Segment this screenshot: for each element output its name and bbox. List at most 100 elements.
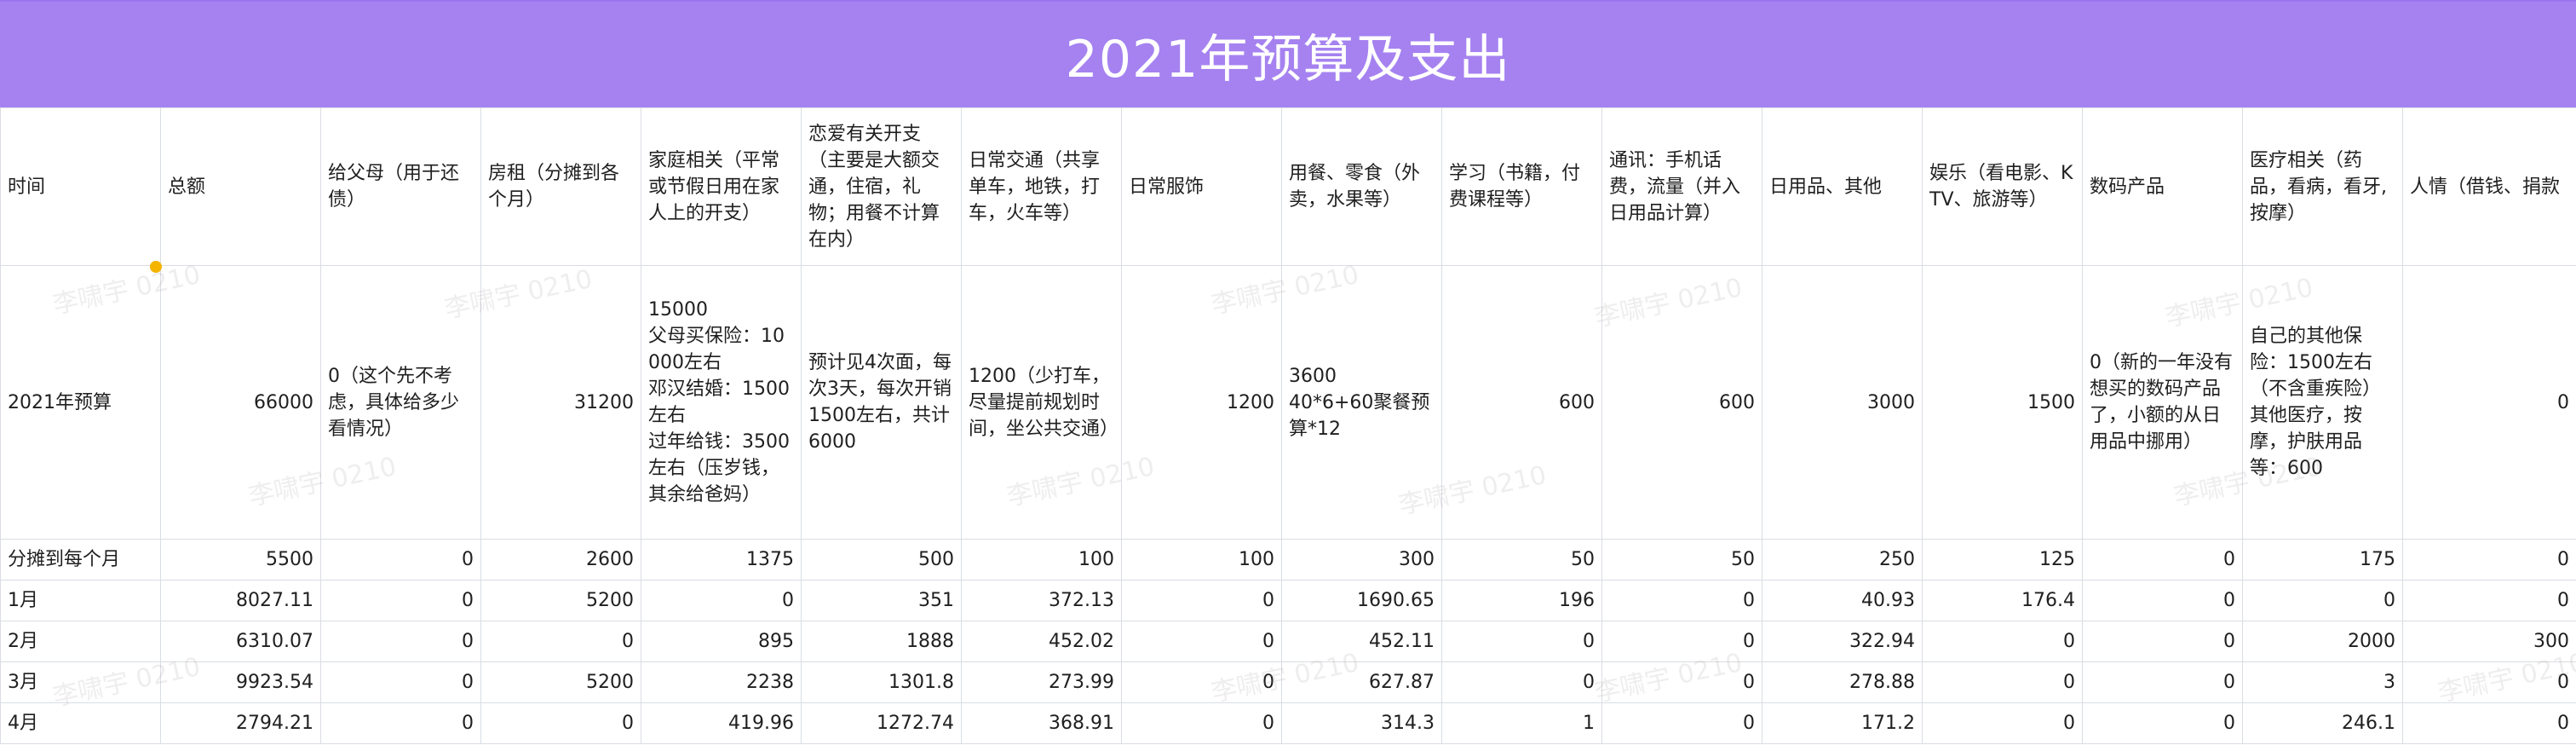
table-cell[interactable]: 1 xyxy=(1441,702,1602,744)
header-cell[interactable]: 学习（书籍，付费课程等） xyxy=(1441,107,1602,266)
table-cell[interactable]: 0 xyxy=(1922,702,2083,744)
table-cell[interactable]: 0 xyxy=(2082,539,2243,580)
cell-food[interactable]: 3600 40*6+60聚餐预算*12 xyxy=(1281,265,1442,540)
table-cell[interactable]: 0 xyxy=(2082,621,2243,662)
table-cell[interactable]: 273.99 xyxy=(961,661,1122,703)
table-cell[interactable]: 171.2 xyxy=(1762,702,1923,744)
row-label[interactable]: 3月 xyxy=(0,661,161,703)
table-cell[interactable]: 0 xyxy=(1121,702,1282,744)
table-cell[interactable]: 0 xyxy=(2402,661,2576,703)
table-cell[interactable]: 0 xyxy=(1121,621,1282,662)
table-cell[interactable]: 0 xyxy=(1922,661,2083,703)
cell-rent[interactable]: 31200 xyxy=(480,265,641,540)
table-cell[interactable]: 5200 xyxy=(480,580,641,621)
table-cell[interactable]: 246.1 xyxy=(2242,702,2403,744)
table-cell[interactable]: 8027.11 xyxy=(160,580,321,621)
cell-parents[interactable]: 0（这个先不考虑，具体给多少看情况） xyxy=(320,265,481,540)
row-label[interactable]: 分摊到每个月 xyxy=(0,539,161,580)
table-cell[interactable]: 0 xyxy=(320,539,481,580)
table-cell[interactable]: 0 xyxy=(320,621,481,662)
header-cell[interactable]: 给父母（用于还债） xyxy=(320,107,481,266)
table-cell[interactable]: 0 xyxy=(2242,580,2403,621)
table-cell[interactable]: 0 xyxy=(480,702,641,744)
table-cell[interactable]: 0 xyxy=(2402,580,2576,621)
table-cell[interactable]: 5200 xyxy=(480,661,641,703)
table-cell[interactable]: 196 xyxy=(1441,580,1602,621)
table-cell[interactable]: 1272.74 xyxy=(801,702,962,744)
table-cell[interactable]: 250 xyxy=(1762,539,1923,580)
table-cell[interactable]: 627.87 xyxy=(1281,661,1442,703)
table-cell[interactable]: 0 xyxy=(2082,702,2243,744)
table-cell[interactable]: 368.91 xyxy=(961,702,1122,744)
header-cell[interactable]: 日常交通（共享单车，地铁，打车，火车等） xyxy=(961,107,1122,266)
table-cell[interactable]: 40.93 xyxy=(1762,580,1923,621)
header-cell[interactable]: 房租（分摊到各个月） xyxy=(480,107,641,266)
cell-romance[interactable]: 预计见4次面，每次3天，每次开销1500左右，共计6000 xyxy=(801,265,962,540)
table-cell[interactable]: 300 xyxy=(1281,539,1442,580)
table-cell[interactable]: 9923.54 xyxy=(160,661,321,703)
table-cell[interactable]: 3 xyxy=(2242,661,2403,703)
table-cell[interactable]: 0 xyxy=(1121,580,1282,621)
cell-study[interactable]: 600 xyxy=(1441,265,1602,540)
table-cell[interactable]: 1690.65 xyxy=(1281,580,1442,621)
cell-telecom[interactable]: 600 xyxy=(1601,265,1762,540)
table-cell[interactable]: 895 xyxy=(641,621,802,662)
table-cell[interactable]: 50 xyxy=(1601,539,1762,580)
cell-family[interactable]: 15000 父母买保险：10000左右 邓汉结婚：1500左右 过年给钱：350… xyxy=(641,265,802,540)
table-cell[interactable]: 0 xyxy=(1121,661,1282,703)
cell-medical[interactable]: 自己的其他保险：1500左右（不含重疾险） 其他医疗，按摩，护肤用品等：600 xyxy=(2242,265,2403,540)
table-cell[interactable]: 1375 xyxy=(641,539,802,580)
header-cell[interactable]: 娱乐（看电影、KTV、旅游等） xyxy=(1922,107,2083,266)
table-cell[interactable]: 452.02 xyxy=(961,621,1122,662)
table-cell[interactable]: 419.96 xyxy=(641,702,802,744)
header-cell[interactable]: 用餐、零食（外卖，水果等） xyxy=(1281,107,1442,266)
table-cell[interactable]: 2000 xyxy=(2242,621,2403,662)
table-cell[interactable]: 0 xyxy=(320,702,481,744)
table-cell[interactable]: 1301.8 xyxy=(801,661,962,703)
cell-total[interactable]: 66000 xyxy=(160,265,321,540)
header-cell[interactable]: 家庭相关（平常或节假日用在家人上的开支） xyxy=(641,107,802,266)
table-cell[interactable]: 0 xyxy=(1441,621,1602,662)
table-cell[interactable]: 314.3 xyxy=(1281,702,1442,744)
cell-digital[interactable]: 0（新的一年没有想买的数码产品了，小额的从日用品中挪用） xyxy=(2082,265,2243,540)
table-cell[interactable]: 0 xyxy=(1441,661,1602,703)
table-cell[interactable]: 6310.07 xyxy=(160,621,321,662)
header-cell[interactable]: 时间 xyxy=(0,107,161,266)
table-cell[interactable]: 372.13 xyxy=(961,580,1122,621)
cell-daily[interactable]: 3000 xyxy=(1762,265,1923,540)
table-cell[interactable]: 125 xyxy=(1922,539,2083,580)
table-cell[interactable]: 175 xyxy=(2242,539,2403,580)
table-cell[interactable]: 5500 xyxy=(160,539,321,580)
cell-social[interactable]: 0 xyxy=(2402,265,2576,540)
table-cell[interactable]: 500 xyxy=(801,539,962,580)
table-cell[interactable]: 2238 xyxy=(641,661,802,703)
table-cell[interactable]: 351 xyxy=(801,580,962,621)
table-cell[interactable]: 0 xyxy=(641,580,802,621)
cell-clothing[interactable]: 1200 xyxy=(1121,265,1282,540)
table-cell[interactable]: 0 xyxy=(1601,621,1762,662)
comment-indicator-dot[interactable] xyxy=(150,261,162,273)
table-cell[interactable]: 0 xyxy=(1601,702,1762,744)
header-cell[interactable]: 日用品、其他 xyxy=(1762,107,1923,266)
header-cell[interactable]: 人情（借钱、捐款 xyxy=(2402,107,2576,266)
table-cell[interactable]: 0 xyxy=(2402,702,2576,744)
table-cell[interactable]: 278.88 xyxy=(1762,661,1923,703)
table-cell[interactable]: 2794.21 xyxy=(160,702,321,744)
table-cell[interactable]: 0 xyxy=(1922,621,2083,662)
table-cell[interactable]: 176.4 xyxy=(1922,580,2083,621)
table-cell[interactable]: 2600 xyxy=(480,539,641,580)
header-cell[interactable]: 日常服饰 xyxy=(1121,107,1282,266)
table-cell[interactable]: 50 xyxy=(1441,539,1602,580)
table-cell[interactable]: 0 xyxy=(2402,539,2576,580)
table-cell[interactable]: 300 xyxy=(2402,621,2576,662)
table-cell[interactable]: 0 xyxy=(320,580,481,621)
table-cell[interactable]: 322.94 xyxy=(1762,621,1923,662)
table-cell[interactable]: 1888 xyxy=(801,621,962,662)
table-cell[interactable]: 0 xyxy=(2082,661,2243,703)
cell-transport[interactable]: 1200（少打车，尽量提前规划时间，坐公共交通） xyxy=(961,265,1122,540)
table-cell[interactable]: 0 xyxy=(480,621,641,662)
table-cell[interactable]: 0 xyxy=(1601,580,1762,621)
row-label[interactable]: 2月 xyxy=(0,621,161,662)
table-cell[interactable]: 100 xyxy=(1121,539,1282,580)
table-cell[interactable]: 0 xyxy=(320,661,481,703)
